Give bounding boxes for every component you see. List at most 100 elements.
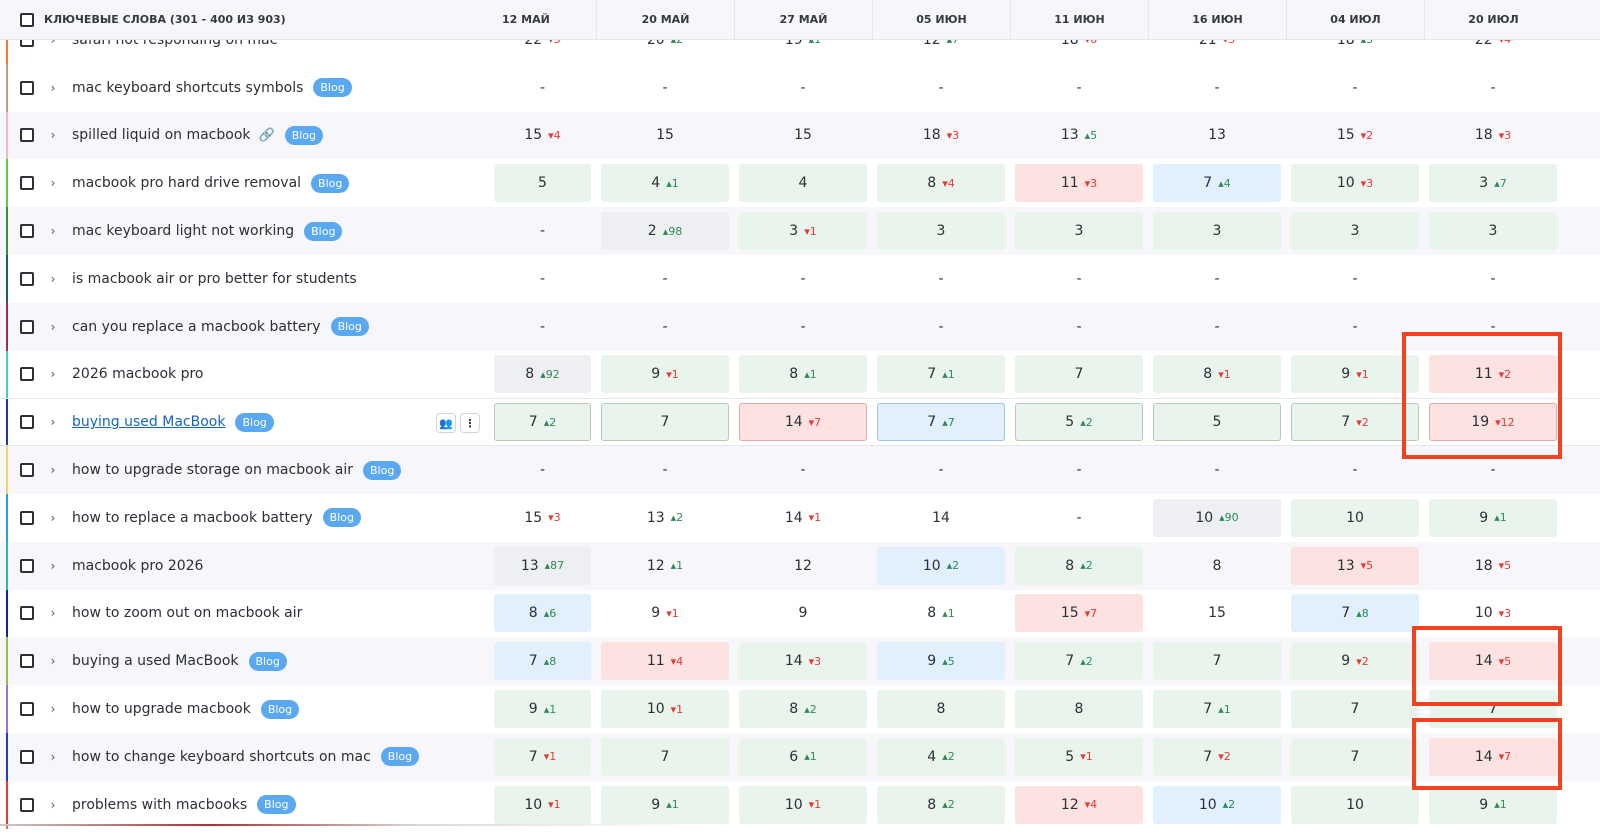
position-box[interactable]: 3 ▾1 [739,212,867,251]
row-checkbox[interactable] [20,797,34,812]
position-box[interactable]: 14 ▾5 [1429,642,1557,681]
position-box[interactable]: 10 ▾1 [494,785,591,824]
position-box[interactable]: 14 ▾7 [1429,737,1557,776]
row-checkbox[interactable] [20,271,34,286]
position-box[interactable]: 11 ▾4 [601,642,729,681]
position-box[interactable]: - [877,308,1005,346]
position-box[interactable]: - [739,451,867,489]
row-checkbox[interactable] [20,510,34,525]
tag-badge[interactable]: Blog [311,173,350,193]
chevron-right-icon[interactable]: › [50,80,56,95]
date-column-header[interactable]: 12 МАЙ [502,13,550,26]
position-box[interactable]: 8 [877,690,1005,729]
tag-badge[interactable]: Blog [284,125,324,145]
position-box[interactable]: - [1291,308,1419,346]
position-box[interactable]: 5 ▴2 [1015,403,1143,442]
position-box[interactable]: 8 ▴6 [494,594,591,633]
tag-badge[interactable]: Blog [363,460,402,480]
position-box[interactable]: 18 ▾3 [1429,116,1557,154]
position-box[interactable]: 5 [494,164,591,203]
position-box[interactable]: 13 ▴2 [601,499,729,537]
position-box[interactable]: - [1153,69,1281,107]
position-box[interactable]: 14 ▾7 [739,403,867,442]
position-box[interactable]: - [877,451,1005,489]
position-box[interactable]: - [1291,260,1419,298]
position-box[interactable]: 15 ▾4 [494,116,591,154]
table-row[interactable]: › is macbook air or pro better for studen… [0,254,1600,303]
position-box[interactable]: - [1429,69,1557,107]
position-box[interactable]: - [739,69,867,107]
table-row[interactable]: › macbook pro 2026 13 ▴87 12 ▴1 12 10 ▴2 8 ▴2 8 13 ▾5… [0,541,1600,590]
table-row[interactable]: › 2026 macbook pro 8 ▴92 9 ▾1 8 ▴1 7 ▴1 7 8 ▾1 9 ▾1 11 ▾… [0,350,1600,399]
position-box[interactable]: 8 ▴1 [877,594,1005,632]
position-box[interactable]: 7 ▾2 [1153,737,1281,776]
date-column-header[interactable]: 04 ИЮЛ [1286,0,1424,39]
row-checkbox[interactable] [20,415,34,430]
position-box[interactable]: 9 ▴5 [877,642,1005,681]
position-box[interactable]: - [1015,260,1143,298]
position-box[interactable]: - [494,451,591,489]
position-box[interactable]: - [1291,451,1419,489]
position-box[interactable]: - [877,69,1005,107]
position-box[interactable]: 7 ▴2 [1015,642,1143,681]
position-box[interactable]: - [601,451,729,489]
row-checkbox[interactable] [20,606,34,621]
position-box[interactable]: 15 [1153,594,1281,632]
table-row[interactable]: › problems with macbooks Blog 10 ▾1 9 ▴1 10 ▾1 8 ▴… [0,780,1600,829]
table-row[interactable]: › spilled liquid on macbook 🔗 Blog 15 ▾4 15 15 1… [0,111,1600,160]
position-box[interactable]: 7 ▾1 [494,737,591,776]
chevron-right-icon[interactable]: › [50,654,56,669]
table-row[interactable]: › how to upgrade storage on macbook air Bl… [0,446,1600,494]
row-checkbox[interactable] [20,224,34,239]
link-icon[interactable]: 🔗 [258,127,275,143]
tag-badge[interactable]: Blog [380,747,420,767]
position-box[interactable]: 7 [1291,690,1419,729]
position-box[interactable]: 15 ▾3 [494,499,591,537]
competitors-icon[interactable]: 👥 [436,413,456,434]
date-column-header[interactable]: 11 ИЮН [1010,0,1148,39]
position-box[interactable]: 15 [739,116,867,154]
date-column-header[interactable]: 20 ИЮЛ [1424,0,1562,39]
position-box[interactable]: 8 ▴1 [739,355,867,394]
position-box[interactable]: 13 [1153,116,1281,154]
table-row[interactable]: › can you replace a macbook battery Blog - -… [0,302,1600,351]
position-box[interactable]: - [601,308,729,346]
position-box[interactable]: - [739,260,867,298]
position-box[interactable]: 19 ▾12 [1429,403,1557,442]
position-box[interactable]: - [601,69,729,107]
row-checkbox[interactable] [20,319,34,334]
position-box[interactable]: - [1291,69,1419,107]
chevron-right-icon[interactable]: › [50,558,56,573]
position-box[interactable]: 11 ▾3 [1015,164,1143,203]
position-box[interactable]: 7 ▴4 [1153,164,1281,203]
position-box[interactable]: 14 ▾1 [739,499,867,537]
position-box[interactable]: 7 [1153,642,1281,681]
position-box[interactable]: - [494,69,591,107]
chevron-right-icon[interactable]: › [50,702,56,717]
more-options-icon[interactable]: ⋮ [460,413,480,434]
row-checkbox[interactable] [20,654,34,669]
position-box[interactable]: 12 ▾4 [1015,785,1143,824]
tag-badge[interactable]: Blog [330,317,369,337]
position-box[interactable]: 8 [1015,690,1143,729]
position-box[interactable]: - [601,260,729,298]
table-row[interactable]: › how to replace a macbook battery Blog 15 ▾… [0,493,1600,542]
position-box[interactable]: 12 [739,547,867,585]
position-box[interactable]: 9 ▾2 [1291,642,1419,681]
position-box[interactable]: - [1153,260,1281,298]
table-row[interactable]: › how to change keyboard shortcuts on mac… [0,732,1600,781]
chevron-right-icon[interactable]: › [50,128,56,143]
row-checkbox[interactable] [20,749,34,764]
position-box[interactable]: 18 ▾3 [877,116,1005,154]
position-box[interactable]: 13 ▾5 [1291,546,1419,585]
position-box[interactable]: 9 ▾1 [601,594,729,632]
chevron-right-icon[interactable]: › [50,319,56,334]
tag-badge[interactable]: Blog [260,699,300,719]
position-box[interactable]: - [1429,451,1557,489]
position-box[interactable]: 8 [1153,547,1281,585]
position-box[interactable]: 7 [601,403,729,442]
position-box[interactable]: - [1015,451,1143,489]
tag-badge[interactable]: Blog [313,78,352,98]
position-box[interactable]: 5 [1153,403,1281,442]
position-box[interactable]: 4 ▴2 [877,737,1005,776]
